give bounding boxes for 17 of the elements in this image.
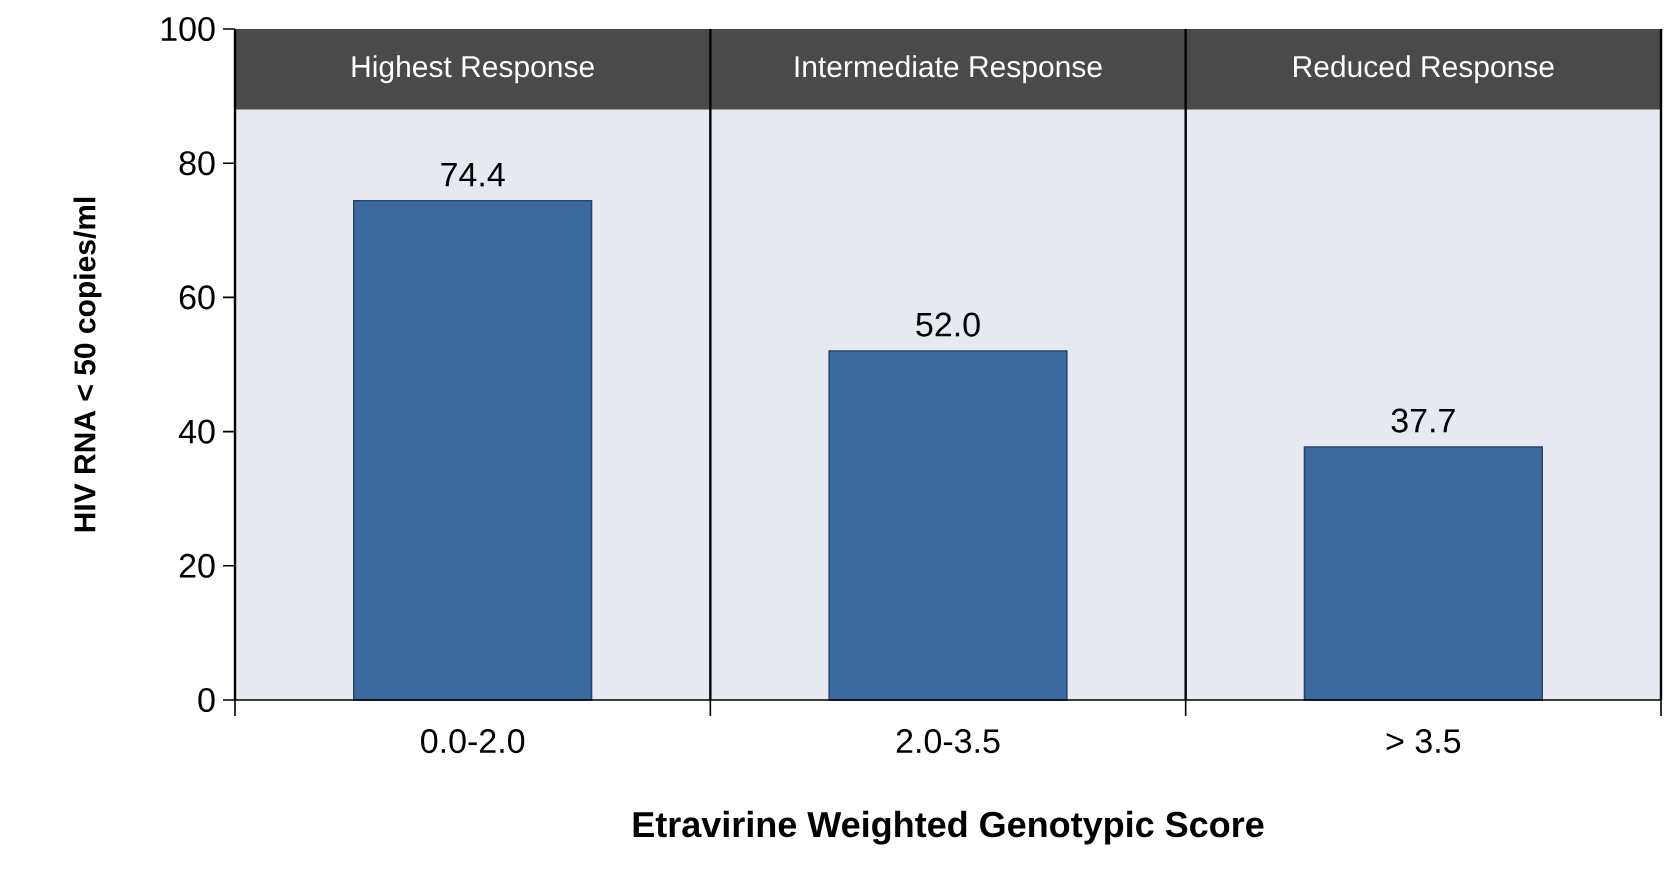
y-tick-label: 80 [179, 151, 215, 176]
y-tick-label: 0 [198, 687, 215, 713]
x-tick-label: 2.0-3.5 [896, 729, 1000, 754]
x-axis-title: Etravirine Weighted Genotypic Score [633, 810, 1264, 845]
annotation: Highest Response [352, 55, 594, 84]
y-tick-label: 60 [179, 285, 215, 310]
y-tick-label: 100 [161, 16, 215, 42]
y-tick-label: 20 [179, 553, 215, 578]
data-label: 37.7 [1391, 408, 1455, 433]
data-label: 52.0 [916, 312, 980, 337]
y-axis-title: HIV RNA < 50 copies/ml [73, 197, 102, 532]
x-tick-label: > 3.5 [1386, 729, 1461, 754]
annotation: Reduced Response [1294, 55, 1554, 84]
x-tick-label: 0.0-2.0 [421, 729, 525, 754]
y-tick-label: 40 [178, 419, 215, 444]
data-label: 74.4 [441, 162, 505, 187]
annotation: Intermediate Response [795, 55, 1102, 84]
